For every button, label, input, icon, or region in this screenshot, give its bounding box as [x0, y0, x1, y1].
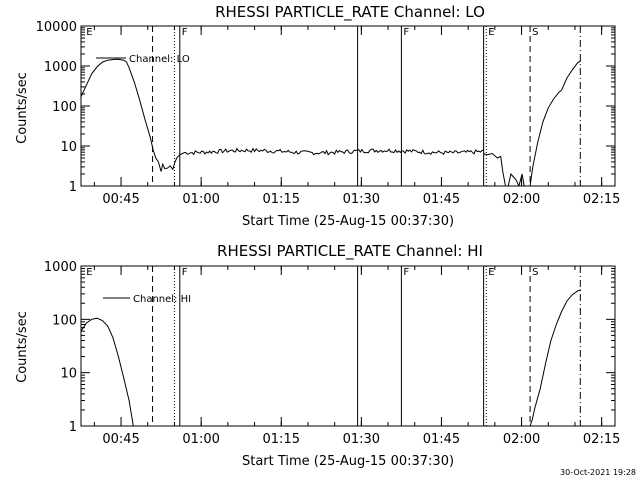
panel-hi-x-tick-label: 02:00	[503, 432, 540, 447]
panel-lo-x-tick-label: 01:15	[263, 192, 300, 207]
panel-lo-y-tick-label: 100	[52, 100, 77, 115]
panel-hi-marker-label: E	[488, 267, 494, 278]
panel-hi-series-line	[529, 289, 581, 426]
panel-lo-series-line	[81, 58, 183, 172]
panel-lo-ylabel: Counts/sec	[15, 72, 30, 144]
panel-lo-series-line	[483, 89, 562, 186]
panel-lo-marker-label: E	[86, 27, 92, 38]
panel-hi-y-tick-label: 1	[69, 420, 77, 435]
panel-lo-xlabel: Start Time (25-Aug-15 00:37:30)	[242, 214, 454, 229]
panel-hi-y-tick-label: 1000	[44, 260, 77, 275]
panel-hi-legend-label: Channel: HI	[133, 294, 191, 305]
panel-lo-marker-label: F	[182, 27, 188, 38]
panel-hi-x-tick-label: 01:30	[343, 432, 380, 447]
panel-hi-series-line	[81, 317, 134, 426]
panel-lo-y-tick-label: 1000	[44, 60, 77, 75]
panel-hi-x-tick-label: 02:15	[583, 432, 620, 447]
panel-lo-marker-label: E	[488, 27, 494, 38]
panel-hi-marker-label: E	[86, 267, 92, 278]
panel-lo-x-tick-label: 01:45	[423, 192, 460, 207]
panel-lo-x-tick-label: 00:45	[102, 192, 139, 207]
panel-lo-marker-label: F	[403, 27, 409, 38]
panel-hi-y-tick-label: 100	[52, 313, 77, 328]
panel-hi-xlabel: Start Time (25-Aug-15 00:37:30)	[242, 454, 454, 469]
panel-lo-x-tick-label: 01:00	[182, 192, 219, 207]
panel-lo-x-tick-label: 01:30	[343, 192, 380, 207]
panel-hi-marker-label: F	[403, 267, 409, 278]
panel-lo-axes-frame	[80, 25, 616, 187]
panel-hi-x-tick-label: 01:45	[423, 432, 460, 447]
panel-hi-marker-label: F	[182, 267, 188, 278]
panel-hi-marker-label: S	[532, 267, 538, 278]
panel-lo-x-tick-label: 02:15	[583, 192, 620, 207]
panel-lo-x-tick-label: 02:00	[503, 192, 540, 207]
panel-hi-plot-area: 00:45 01:00 01:15 01:30 01:45 02:00 02:15 1 10 10…	[44, 260, 620, 447]
panel-lo-legend-label: Channel: LO	[129, 54, 190, 65]
panel-hi-title: RHESSI PARTICLE_RATE Channel: HI	[217, 242, 483, 261]
panel-lo-marker-label: S	[532, 27, 538, 38]
panel-hi-y-tick-label: 10	[60, 367, 77, 382]
panel-hi-ylabel: Counts/sec	[15, 311, 30, 383]
panel-hi-x-tick-label: 01:00	[182, 432, 219, 447]
panel-lo-plot-area: 00:45 01:00 01:15 01:30 01:45 02:00 02:15 1 10 10…	[36, 20, 621, 207]
panel-hi: RHESSI PARTICLE_RATE Channel: HI Counts/…	[15, 242, 620, 469]
panel-lo: RHESSI PARTICLE_RATE Channel: LO Counts/…	[15, 3, 620, 229]
panel-hi-axes-frame	[80, 265, 616, 427]
panel-hi-x-tick-label: 00:45	[102, 432, 139, 447]
panel-lo-y-tick-label: 1	[69, 180, 77, 195]
panel-lo-title: RHESSI PARTICLE_RATE Channel: LO	[215, 3, 485, 22]
panel-lo-series-line	[561, 60, 582, 91]
panel-lo-y-tick-label: 10000	[36, 20, 77, 35]
panel-lo-series-line	[182, 147, 484, 156]
panel-hi-x-tick-label: 01:15	[263, 432, 300, 447]
generated-timestamp: 30-Oct-2021 19:28	[560, 468, 636, 477]
panel-lo-y-tick-label: 10	[60, 140, 77, 155]
